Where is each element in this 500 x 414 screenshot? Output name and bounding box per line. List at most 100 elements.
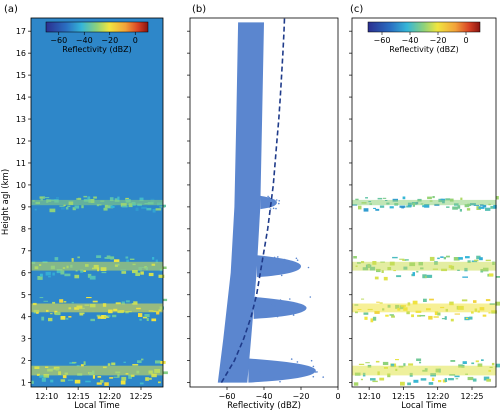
reflectivity-cell: [90, 318, 95, 322]
reflectivity-cell: [72, 207, 76, 211]
scatter-point: [283, 258, 286, 261]
reflectivity-cell: [465, 317, 469, 320]
scatter-point: [262, 265, 265, 268]
y-tick-label: 15: [16, 71, 26, 80]
reflectivity-cell: [401, 206, 405, 209]
reflectivity-cell: [471, 311, 474, 314]
scatter-point: [312, 365, 315, 368]
scatter-point: [277, 377, 279, 380]
reflectivity-cell: [449, 301, 454, 306]
reflectivity-cell: [79, 312, 84, 316]
layer-core: [31, 303, 163, 313]
scatter-point: [296, 259, 299, 262]
scatter-point: [295, 257, 298, 260]
reflectivity-cell: [92, 300, 98, 303]
reflectivity-cell: [446, 206, 450, 208]
panel-a-xlabel: Local Time: [74, 401, 120, 411]
reflectivity-cell: [97, 316, 103, 319]
reflectivity-cell: [355, 198, 359, 201]
reflectivity-cell: [130, 374, 135, 377]
reflectivity-cell: [80, 364, 84, 367]
reflectivity-cell: [117, 196, 120, 201]
reflectivity-cell: [391, 315, 395, 318]
panel-b: −60 −40 −20 0 (b) Reflectivity (dBZ): [187, 4, 341, 411]
scatter-point: [307, 266, 310, 269]
reflectivity-cell: [99, 205, 104, 207]
scatter-point: [289, 298, 291, 300]
reflectivity-cell: [375, 208, 380, 211]
panel-c: 12:10 12:15 12:20 12:25 (c) Local Time −60−…: [349, 4, 500, 411]
reflectivity-cell: [151, 318, 157, 322]
reflectivity-cell: [147, 377, 152, 380]
reflectivity-cell: [39, 297, 44, 299]
reflectivity-cell: [358, 363, 365, 365]
reflectivity-cell: [112, 204, 117, 206]
x-tick-label: 12:15: [67, 392, 90, 401]
cloud-layer: [352, 298, 500, 323]
reflectivity-cell: [445, 198, 451, 201]
reflectivity-cell: [379, 302, 383, 304]
reflectivity-cell: [437, 312, 441, 316]
reflectivity-cell: [89, 275, 96, 280]
reflectivity-cell: [471, 362, 475, 365]
reflectivity-cell: [126, 259, 129, 263]
reflectivity-cell: [155, 259, 158, 263]
x-tick-label: −40: [256, 392, 273, 401]
reflectivity-cell: [155, 208, 162, 211]
reflectivity-cell: [483, 376, 490, 381]
reflectivity-cell: [104, 382, 109, 386]
reflectivity-cell: [413, 379, 419, 383]
scatter-point: [292, 314, 295, 316]
reflectivity-cell: [370, 318, 374, 323]
reflectivity-cell: [488, 273, 494, 277]
reflectivity-cell: [113, 376, 119, 378]
cloud-excursion: [260, 195, 277, 210]
reflectivity-cell: [60, 207, 65, 210]
reflectivity-cell: [56, 197, 59, 199]
reflectivity-cell: [416, 358, 422, 361]
scatter-point: [271, 310, 273, 312]
reflectivity-cell: [466, 208, 471, 211]
panel-c-label: (c): [350, 4, 363, 15]
reflectivity-cell: [402, 259, 407, 261]
reflectivity-cell: [125, 256, 129, 259]
reflectivity-cell: [462, 276, 468, 278]
reflectivity-cell: [458, 257, 463, 260]
cloud-layer: [352, 255, 500, 281]
reflectivity-cell: [145, 377, 149, 381]
reflectivity-cell: [110, 205, 115, 208]
reflectivity-cell: [112, 314, 117, 318]
reflectivity-cell: [63, 301, 67, 303]
layer-core: [31, 199, 163, 206]
scatter-point: [291, 266, 293, 269]
x-tick-label: 0: [335, 392, 340, 401]
reflectivity-cell: [52, 301, 56, 304]
cloud-excursion: [253, 296, 307, 319]
reflectivity-cell: [399, 258, 405, 260]
reflectivity-cell: [488, 312, 491, 314]
scatter-point: [290, 358, 293, 360]
y-tick-label: 14: [16, 93, 26, 102]
reflectivity-cell: [48, 317, 53, 322]
reflectivity-cell: [469, 316, 473, 320]
noise-band-area: [217, 22, 264, 383]
panel-c-colorbar-ticks: −60 −40 −20 0: [374, 32, 469, 45]
colorbar-tick-label: 0: [133, 36, 138, 45]
reflectivity-cell: [106, 255, 111, 259]
reflectivity-cell: [121, 376, 127, 381]
reflectivity-cell: [453, 257, 460, 261]
reflectivity-cell: [495, 301, 500, 306]
reflectivity-cell: [438, 380, 442, 383]
reflectivity-cell: [417, 314, 421, 317]
reflectivity-cell: [80, 269, 84, 273]
reflectivity-cell: [457, 205, 461, 209]
reflectivity-cell: [459, 209, 462, 212]
reflectivity-cell: [385, 314, 389, 317]
reflectivity-cell: [68, 316, 72, 318]
reflectivity-cell: [107, 363, 111, 366]
reflectivity-cell: [455, 378, 459, 380]
reflectivity-cell: [117, 374, 120, 378]
reflectivity-cell: [146, 317, 149, 321]
scatter-point: [274, 305, 276, 307]
reflectivity-cell: [465, 256, 470, 259]
